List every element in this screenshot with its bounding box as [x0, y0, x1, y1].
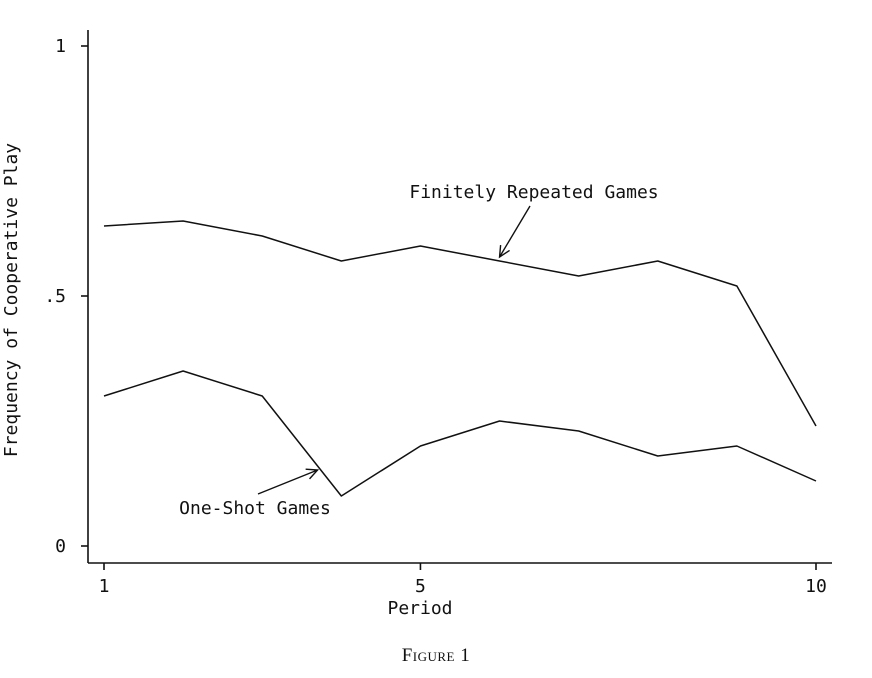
line-chart: 0.51 1 5 10 Finitely Repeated GamesOne-Sho… [1, 30, 832, 619]
annotations: Finitely Repeated Games One-Shot Games [179, 182, 658, 519]
annotation-one-shot-label: One-Shot Games [179, 498, 331, 519]
x-tick-label: 1 [99, 576, 110, 597]
annotation-finitely-repeated-label: Finitely Repeated Games [409, 182, 658, 203]
series-line-1 [103, 220, 817, 427]
y-tick-label: .5 [44, 286, 66, 307]
y-tick-label: 0 [55, 536, 66, 557]
x-tick-label: 10 [805, 576, 827, 597]
annotation-one-shot-arrow [257, 468, 320, 495]
x-ticks: 1 5 10 [99, 563, 827, 597]
figure-caption: Figure 1 [401, 645, 471, 666]
series-lines [103, 220, 817, 497]
x-axis-label: Period [387, 598, 452, 619]
annotation-finitely-repeated-arrow [498, 205, 531, 259]
axes [87, 30, 832, 564]
series-line-2 [103, 370, 817, 497]
y-axis-label: Frequency of Cooperative Play [1, 143, 22, 457]
x-tick-label: 5 [415, 576, 426, 597]
y-tick-label: 1 [55, 36, 66, 57]
y-ticks: 0.51 [44, 36, 88, 557]
